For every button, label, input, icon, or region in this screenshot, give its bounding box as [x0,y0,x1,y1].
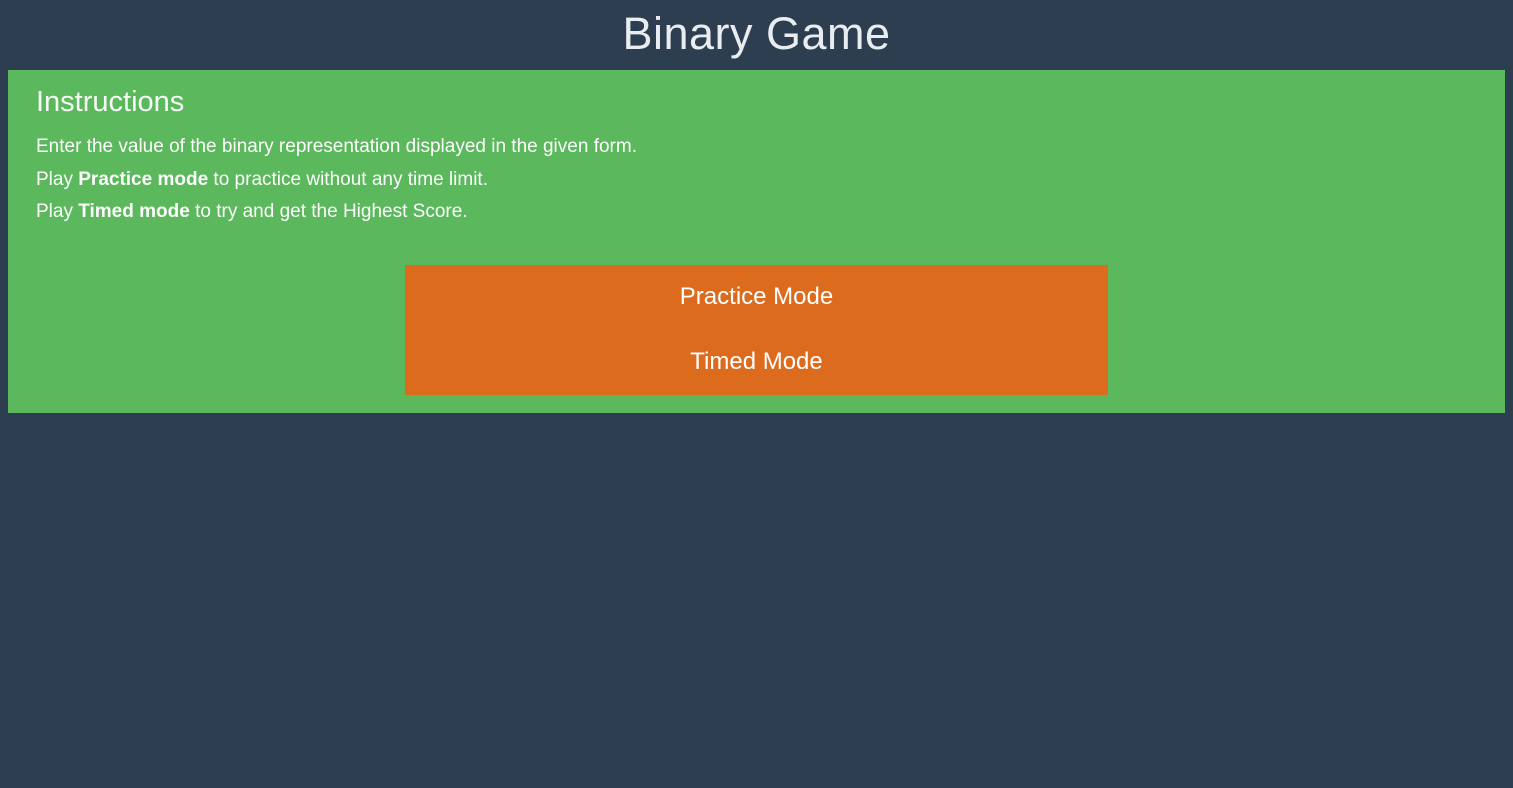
instruction-text: Enter the value of the binary representa… [36,136,637,157]
instruction-text: Play [36,201,79,222]
instruction-text: to try and get the Highest Score. [189,201,468,222]
app-header: Binary Game [0,0,1513,68]
instruction-text: Play [36,168,79,190]
instruction-line-timed-mode: Play Timed mode to try and get the Highe… [36,196,1477,229]
practice-mode-button[interactable]: Practice Mode [405,264,1108,330]
instruction-bold-text: Timed mode [78,201,190,222]
instruction-bold-text: Practice mode [78,168,209,190]
mode-buttons-group: Practice Mode Timed Mode [405,264,1108,395]
instruction-line-practice-mode: Play Practice mode to practice without a… [36,164,1477,197]
page-title: Binary Game [622,8,891,59]
timed-mode-button[interactable]: Timed Mode [405,329,1108,395]
instruction-line-enter-value: Enter the value of the binary representa… [36,131,1477,164]
instruction-text: to practice without any time limit. [208,168,488,190]
instructions-heading: Instructions [36,86,185,118]
instructions-panel: Instructions Enter the value of the bina… [8,70,1505,413]
